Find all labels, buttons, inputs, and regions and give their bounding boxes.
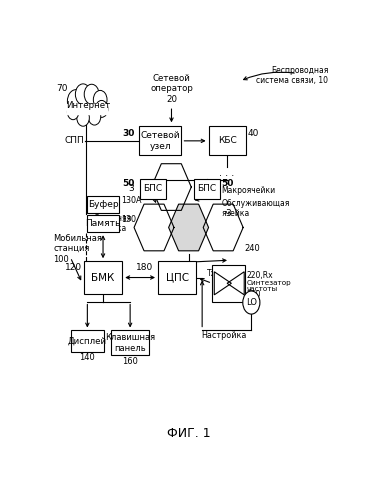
Text: Макроячейки: Макроячейки bbox=[222, 186, 276, 196]
Text: 140: 140 bbox=[79, 353, 95, 362]
Text: 180: 180 bbox=[137, 264, 154, 272]
Text: Буфер: Буфер bbox=[88, 200, 118, 209]
Text: Сетевой
узел: Сетевой узел bbox=[140, 131, 180, 150]
Text: КБС: КБС bbox=[218, 136, 237, 145]
FancyBboxPatch shape bbox=[158, 261, 197, 294]
Text: частоты: частоты bbox=[246, 286, 277, 292]
Polygon shape bbox=[67, 104, 107, 114]
Text: 130: 130 bbox=[121, 216, 136, 224]
Circle shape bbox=[75, 84, 91, 104]
Text: LO: LO bbox=[246, 298, 257, 307]
Circle shape bbox=[77, 110, 89, 126]
Circle shape bbox=[88, 108, 101, 125]
Text: 160: 160 bbox=[122, 357, 138, 366]
Text: ЦПС: ЦПС bbox=[166, 272, 189, 282]
Text: Tx,210: Tx,210 bbox=[207, 269, 233, 278]
FancyBboxPatch shape bbox=[140, 180, 166, 199]
FancyBboxPatch shape bbox=[209, 126, 246, 156]
Circle shape bbox=[93, 90, 107, 109]
Circle shape bbox=[84, 84, 99, 104]
Text: 50: 50 bbox=[122, 178, 134, 188]
Polygon shape bbox=[169, 204, 209, 251]
FancyBboxPatch shape bbox=[194, 180, 220, 199]
Circle shape bbox=[243, 291, 260, 314]
Text: Мобильная
станция
100: Мобильная станция 100 bbox=[53, 234, 102, 264]
Circle shape bbox=[67, 104, 79, 120]
Text: ФИГ. 1: ФИГ. 1 bbox=[167, 427, 210, 440]
FancyBboxPatch shape bbox=[139, 126, 181, 156]
Text: 260: 260 bbox=[246, 290, 261, 300]
Text: 50: 50 bbox=[222, 178, 234, 188]
FancyBboxPatch shape bbox=[111, 330, 149, 355]
Text: 130A: 130A bbox=[121, 196, 141, 205]
Text: 40: 40 bbox=[247, 130, 258, 138]
Text: Беспроводная
система связи, 10: Беспроводная система связи, 10 bbox=[256, 66, 328, 85]
Text: 220,Rx: 220,Rx bbox=[246, 271, 273, 280]
FancyBboxPatch shape bbox=[212, 265, 245, 302]
Text: Настройка: Настройка bbox=[201, 331, 247, 340]
Text: 3: 3 bbox=[129, 184, 134, 194]
Text: Память: Память bbox=[85, 219, 121, 228]
Text: СПП: СПП bbox=[65, 136, 84, 145]
Text: Обслуживающая
ячейка: Обслуживающая ячейка bbox=[222, 198, 290, 218]
Text: 120: 120 bbox=[65, 264, 82, 272]
Circle shape bbox=[67, 90, 85, 112]
Text: Интернет: Интернет bbox=[66, 101, 110, 110]
Text: 70: 70 bbox=[56, 84, 67, 94]
Circle shape bbox=[95, 100, 108, 117]
Text: Соседняя
ячейка: Соседняя ячейка bbox=[94, 214, 132, 234]
Text: 30: 30 bbox=[122, 130, 134, 138]
Text: . . .: . . . bbox=[219, 168, 235, 177]
FancyBboxPatch shape bbox=[84, 261, 122, 294]
Text: БМК: БМК bbox=[91, 272, 115, 282]
Text: Синтезатор: Синтезатор bbox=[246, 280, 291, 286]
FancyBboxPatch shape bbox=[86, 196, 120, 213]
FancyBboxPatch shape bbox=[86, 215, 120, 232]
Text: 3: 3 bbox=[226, 210, 231, 218]
FancyBboxPatch shape bbox=[71, 330, 104, 351]
Text: 240: 240 bbox=[244, 244, 260, 253]
Text: Клавишная
панель: Клавишная панель bbox=[105, 334, 155, 352]
Text: БПС: БПС bbox=[144, 184, 163, 194]
Text: Дисплей: Дисплей bbox=[68, 336, 107, 345]
Text: Сетевой
оператор
20: Сетевой оператор 20 bbox=[150, 74, 193, 104]
Text: БПС: БПС bbox=[198, 184, 217, 194]
